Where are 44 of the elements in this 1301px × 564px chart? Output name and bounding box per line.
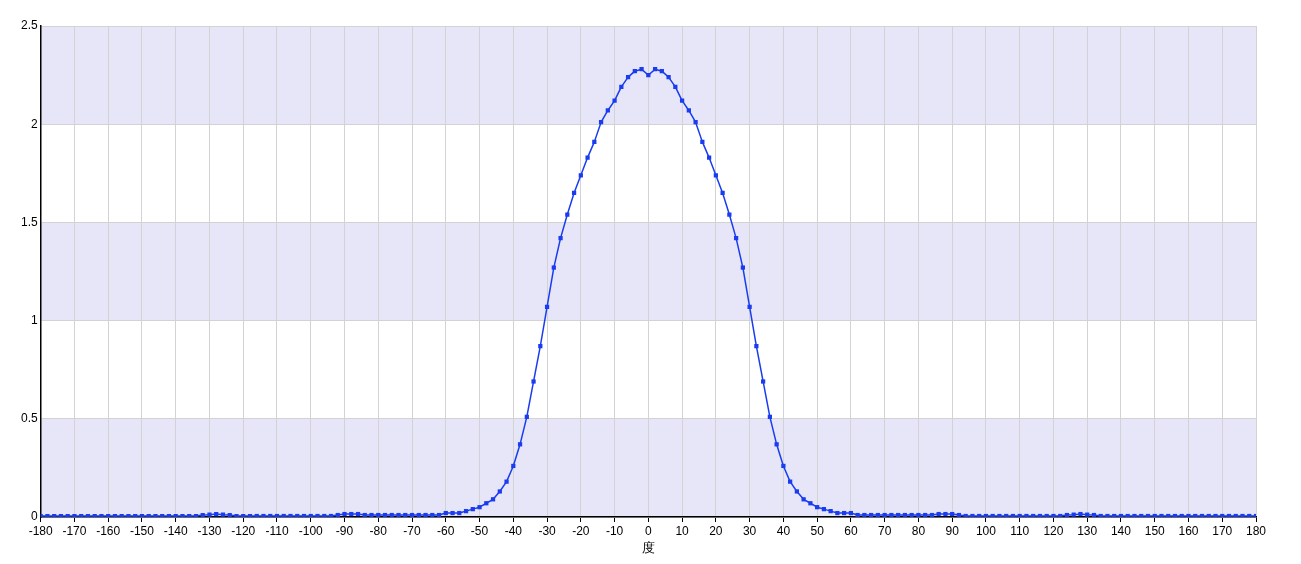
x-tick-label: 170 [1212, 523, 1233, 538]
x-tick-label: -90 [335, 523, 354, 538]
x-tick-label: 90 [945, 523, 960, 538]
x-tick-label: -120 [231, 523, 256, 538]
x-tick-label: -20 [572, 523, 590, 538]
x-tick-label: 0 [645, 523, 652, 538]
x-tick-label: -170 [62, 523, 87, 538]
y-tick-label: 0 [30, 509, 38, 524]
x-tick-label: 50 [810, 523, 825, 538]
x-tick-label: 40 [776, 523, 791, 538]
x-tick-label: -160 [96, 523, 121, 538]
x-tick-label: 60 [844, 523, 858, 538]
x-tick-label: 70 [877, 523, 892, 538]
x-tick-label: 80 [911, 523, 926, 538]
x-tick-label: -40 [504, 523, 523, 538]
y-tick-label: 2 [30, 116, 38, 131]
x-tick-label: 20 [709, 523, 723, 538]
x-tick-label: 150 [1144, 523, 1166, 538]
x-tick-label: -70 [403, 523, 422, 538]
x-tick-label: 100 [975, 523, 997, 538]
x-tick-label: 30 [742, 523, 757, 538]
x-tick-label: 180 [1245, 523, 1267, 538]
x-tick-label: 140 [1110, 523, 1132, 538]
x-tick-label: 120 [1043, 523, 1064, 538]
x-tick-label: 10 [675, 523, 690, 538]
x-tick-label: 130 [1077, 523, 1098, 538]
y-tick-label: 1 [30, 312, 38, 327]
x-tick-label: -130 [197, 523, 222, 538]
x-tick-label: -50 [470, 523, 489, 538]
x-tick-label: -10 [605, 523, 624, 538]
x-tick-label: -180 [28, 523, 54, 538]
x-tick-label: -150 [129, 523, 155, 538]
x-tick-label: -30 [538, 523, 557, 538]
y-tick-label: 1.5 [20, 214, 38, 229]
y-tick-label: 0.5 [20, 411, 38, 426]
x-tick-label: -100 [298, 523, 324, 538]
x-tick-label: -60 [437, 523, 455, 538]
x-axis-title: 度 [641, 539, 655, 555]
x-tick-label: -110 [265, 523, 289, 538]
y-tick-label: 2.5 [20, 18, 38, 33]
x-tick-label: 160 [1178, 523, 1199, 538]
x-tick-label: -140 [163, 523, 189, 538]
x-tick-label: 110 [1010, 523, 1030, 538]
x-tick-label: -80 [369, 523, 388, 538]
